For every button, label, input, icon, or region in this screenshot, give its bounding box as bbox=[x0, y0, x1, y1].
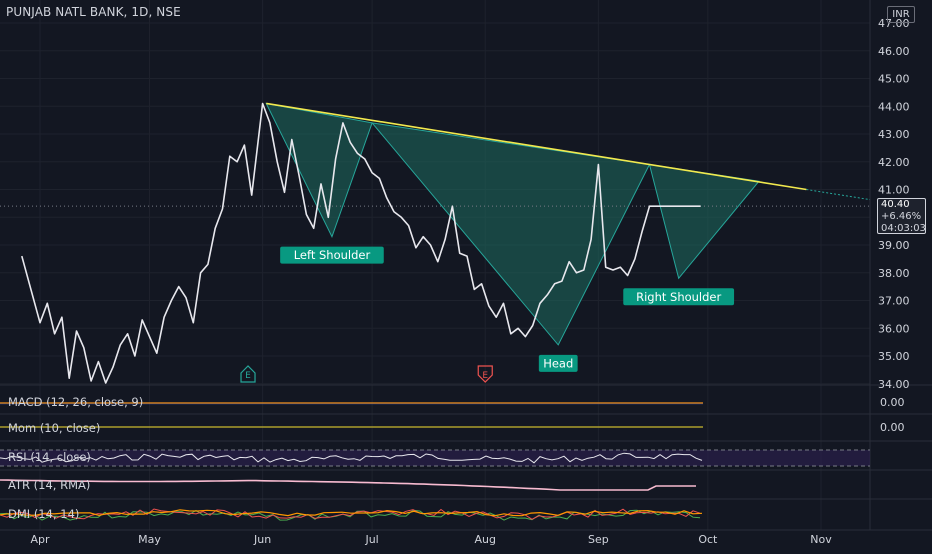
y-tick-label: 46.00 bbox=[878, 45, 910, 58]
earnings-marker-text: E bbox=[482, 371, 488, 381]
right-shoulder-region bbox=[649, 165, 758, 279]
rsi-legend[interactable]: RSI (14, close) bbox=[8, 450, 91, 464]
x-axis-ticks: Apr May Jun Jul Aug Sep Oct Nov bbox=[30, 533, 832, 546]
symbol-title[interactable]: PUNJAB NATL BANK, 1D, NSE bbox=[6, 5, 181, 19]
y-tick-label: 38.00 bbox=[878, 267, 910, 280]
pattern-label-text: Left Shoulder bbox=[294, 248, 371, 262]
x-tick-label: Jun bbox=[253, 533, 271, 546]
x-tick-label: Nov bbox=[810, 533, 832, 546]
pattern-label-1: Head bbox=[539, 355, 578, 372]
y-tick-label: 39.00 bbox=[878, 239, 910, 252]
y-tick-label: 36.00 bbox=[878, 322, 910, 335]
mom-legend[interactable]: Mom (10, close) bbox=[8, 421, 100, 435]
x-tick-label: Sep bbox=[588, 533, 609, 546]
dmi-legend[interactable]: DMI (14, 14) bbox=[8, 507, 79, 521]
currency-button[interactable]: INR bbox=[887, 6, 915, 23]
mom-value: 0.00 bbox=[880, 421, 905, 434]
y-tick-label: 42.00 bbox=[878, 156, 910, 169]
y-tick-label: 44.00 bbox=[878, 100, 910, 113]
x-tick-label: Jul bbox=[364, 533, 378, 546]
pattern-label-2: Right Shoulder bbox=[623, 288, 734, 305]
earnings-marker-0: E bbox=[241, 366, 255, 382]
neckline-extension bbox=[806, 190, 870, 200]
macd-value: 0.00 bbox=[880, 396, 905, 409]
bar-countdown: 04:03:03 bbox=[881, 223, 925, 235]
head-region bbox=[372, 123, 649, 345]
last-price-label: 40.40 +6.46% 04:03:03 bbox=[877, 198, 926, 234]
x-tick-label: Apr bbox=[30, 533, 50, 546]
last-price-value: 40.40 bbox=[881, 199, 925, 211]
earnings-marker-text: E bbox=[245, 371, 251, 381]
y-tick-label: 45.00 bbox=[878, 73, 910, 86]
y-tick-label: 34.00 bbox=[878, 378, 910, 391]
pattern-label-text: Right Shoulder bbox=[636, 290, 721, 304]
x-tick-label: Oct bbox=[698, 533, 718, 546]
y-tick-label: 35.00 bbox=[878, 350, 910, 363]
y-tick-label: 37.00 bbox=[878, 295, 910, 308]
atr-legend[interactable]: ATR (14, RMA) bbox=[8, 478, 90, 492]
atr-line bbox=[0, 480, 696, 490]
pattern-label-text: Head bbox=[543, 356, 573, 370]
x-tick-label: Aug bbox=[475, 533, 496, 546]
y-tick-label: 43.00 bbox=[878, 128, 910, 141]
y-tick-label: 41.00 bbox=[878, 184, 910, 197]
price-change-percent: +6.46% bbox=[881, 211, 925, 223]
macd-legend[interactable]: MACD (12, 26, close, 9) bbox=[8, 395, 143, 409]
x-tick-label: May bbox=[138, 533, 161, 546]
pattern-label-0: Left Shoulder bbox=[280, 247, 384, 264]
left-shoulder-region bbox=[266, 103, 372, 236]
